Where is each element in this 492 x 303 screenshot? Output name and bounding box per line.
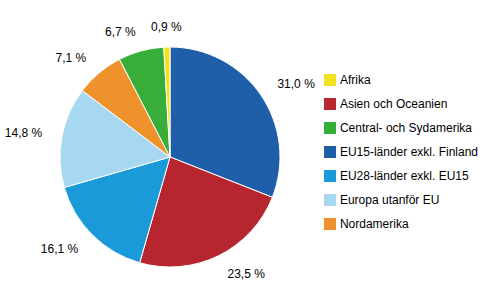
html-text:EU28-länder exkl. EU15: EU28-länder exkl. EU15 (339, 168, 469, 183)
svg-text:14,8 %: 14,8 % (8, 126, 43, 140)
html-text:Afrika: Afrika (339, 72, 371, 87)
html-text:EU15-länder exkl. Finland: EU15-länder exkl. Finland (339, 144, 478, 159)
html-text:Nordamerika: Nordamerika (339, 216, 409, 231)
svg-text:31,0 %: 31,0 % (277, 77, 315, 91)
svg-text:23,5 %: 23,5 % (228, 267, 266, 281)
svg-text:7,1 %: 7,1 % (56, 51, 87, 65)
svg-text:16,1 %: 16,1 % (41, 242, 79, 256)
html-text:Central- och Sydamerika: Central- och Sydamerika (339, 120, 472, 135)
html-text:Europa utanför EU: Europa utanför EU (339, 192, 440, 207)
svg-text:6,7 %: 6,7 % (105, 25, 136, 39)
svg-text:0,9 %: 0,9 % (151, 20, 182, 34)
html-text:Asien och Oceanien: Asien och Oceanien (339, 96, 448, 111)
